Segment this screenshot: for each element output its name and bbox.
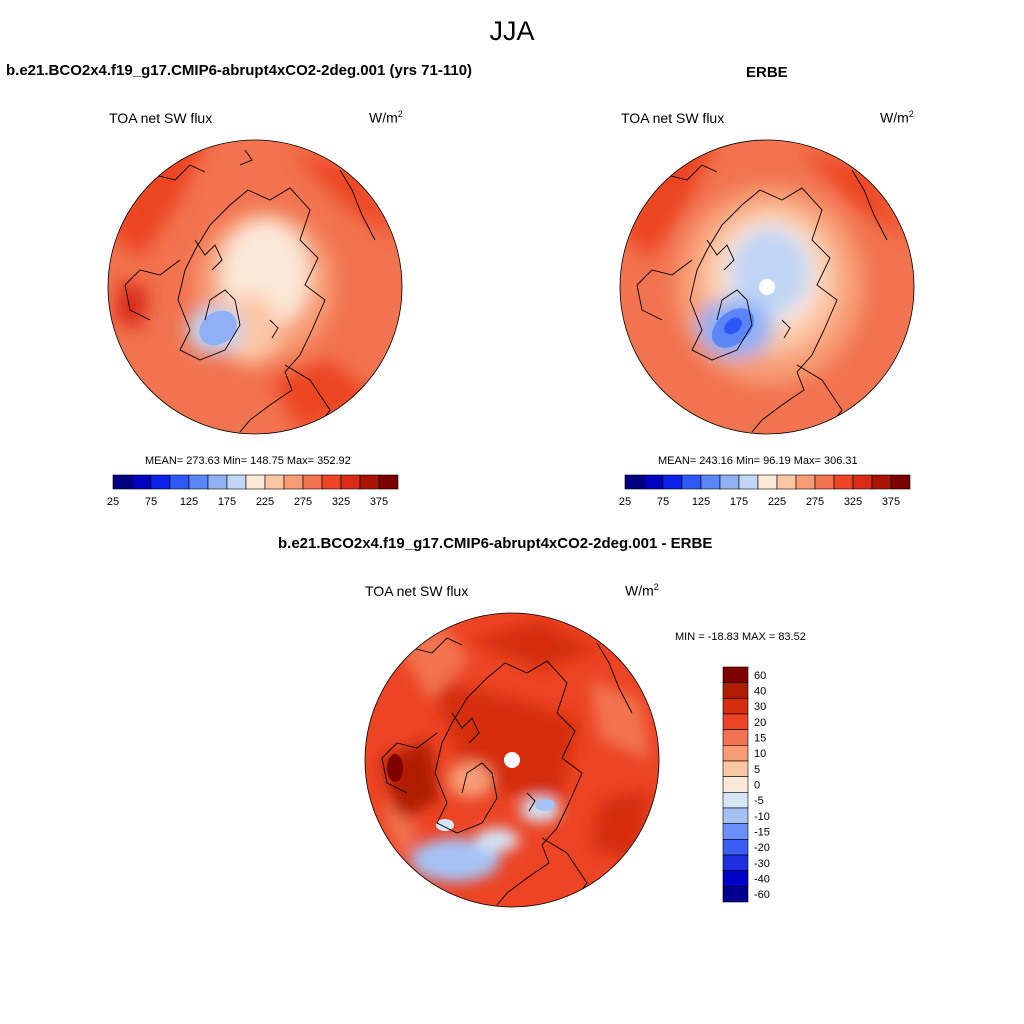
colorbar-box (719, 474, 740, 490)
map-obs-border (619, 139, 915, 435)
panel-title-obs: ERBE (746, 64, 788, 81)
colorbar-box (722, 745, 749, 762)
colorbar-box (795, 474, 816, 490)
colorbar-box (359, 474, 380, 490)
variable-label-obs: TOA net SW flux (621, 110, 725, 126)
variable-label-diff: TOA net SW flux (365, 583, 469, 599)
colorbar-box (150, 474, 171, 490)
colorbar-tick-label: -5 (754, 795, 764, 807)
stats-diff: MIN = -18.83 MAX = 83.52 (675, 631, 806, 643)
colorbar-box (169, 474, 190, 490)
units-label-model: W/m2 (369, 109, 403, 126)
colorbar-tick-label: 25 (107, 496, 119, 508)
colorbar-box (264, 474, 285, 490)
colorbar-box (245, 474, 266, 490)
colorbar-obs: 25 75 125 175 225 275 325 375 (619, 474, 911, 508)
colorbar-tick-label: 0 (754, 780, 760, 792)
colorbar-box (722, 792, 749, 809)
colorbar-box (722, 854, 749, 871)
colorbar-tick-label: -10 (754, 811, 770, 823)
map-diff-border (364, 612, 660, 908)
units-label-diff: W/m2 (625, 582, 659, 599)
colorbar-box (776, 474, 797, 490)
map-diff (365, 613, 659, 907)
colorbar-box (722, 713, 749, 730)
colorbar-box (890, 474, 911, 490)
map-model-border (107, 139, 403, 435)
colorbar-box (722, 729, 749, 746)
panel-title-diff: b.e21.BCO2x4.f19_g17.CMIP6-abrupt4xCO2-2… (278, 535, 713, 552)
colorbar-box (722, 760, 749, 777)
colorbar-tick-label: 175 (730, 496, 748, 508)
colorbar-box (624, 474, 645, 490)
colorbar-tick-label: 225 (256, 496, 274, 508)
colorbar-box (722, 698, 749, 715)
colorbar-box (302, 474, 323, 490)
colorbar-box (283, 474, 304, 490)
map-model (108, 140, 402, 434)
colorbar-tick-label: 10 (754, 748, 766, 760)
colorbar-box (814, 474, 835, 490)
colorbar-box (321, 474, 342, 490)
colorbar-tick-label: 5 (754, 764, 760, 776)
colorbar-tick-label: 60 (754, 670, 766, 682)
colorbar-box (722, 682, 749, 699)
colorbar-box (378, 474, 399, 490)
colorbar-box (207, 474, 228, 490)
colorbar-tick-label: 175 (218, 496, 236, 508)
colorbar-box (131, 474, 152, 490)
colorbar-tick-label: 125 (180, 496, 198, 508)
colorbar-box (722, 886, 749, 903)
colorbar-tick-label: -15 (754, 827, 770, 839)
page-title: JJA (489, 16, 535, 46)
colorbar-box (681, 474, 702, 490)
colorbar-box (722, 666, 749, 683)
variable-label-model: TOA net SW flux (109, 110, 213, 126)
colorbar-tick-label: -20 (754, 842, 770, 854)
panel-title-model: b.e21.BCO2x4.f19_g17.CMIP6-abrupt4xCO2-2… (6, 62, 473, 79)
colorbar-tick-label: 225 (768, 496, 786, 508)
colorbar-tick-label: 25 (619, 496, 631, 508)
units-label-obs: W/m2 (880, 109, 914, 126)
colorbar-box (722, 870, 749, 887)
colorbar-box (722, 823, 749, 840)
colorbar-tick-label: 325 (844, 496, 862, 508)
colorbar-diff: 60 40 30 20 15 10 5 0 -5 -10 -15 -20 -30 -40 -60 (722, 666, 770, 903)
colorbar-box (188, 474, 209, 490)
colorbar-tick-label: 325 (332, 496, 350, 508)
colorbar-box (700, 474, 721, 490)
colorbar-tick-label: 15 (754, 733, 766, 745)
colorbar-tick-label: 375 (370, 496, 388, 508)
colorbar-tick-label: 40 (754, 686, 766, 698)
stats-model: MEAN= 273.63 Min= 148.75 Max= 352.92 (145, 455, 351, 467)
colorbar-model: 25 75 125 175 225 275 325 375 (107, 474, 399, 508)
colorbar-tick-label: 75 (657, 496, 669, 508)
colorbar-box (643, 474, 664, 490)
colorbar-tick-label: 125 (692, 496, 710, 508)
map-obs (620, 140, 914, 434)
colorbar-box (871, 474, 892, 490)
colorbar-box (833, 474, 854, 490)
stats-obs: MEAN= 243.16 Min= 96.19 Max= 306.31 (658, 455, 858, 467)
colorbar-tick-label: 375 (882, 496, 900, 508)
colorbar-box (662, 474, 683, 490)
colorbar-tick-label: -30 (754, 858, 770, 870)
colorbar-tick-label: 30 (754, 701, 766, 713)
colorbar-tick-label: 275 (294, 496, 312, 508)
colorbar-box (852, 474, 873, 490)
colorbar-tick-label: 75 (145, 496, 157, 508)
colorbar-tick-label: -40 (754, 874, 770, 886)
colorbar-box (757, 474, 778, 490)
colorbar-box (738, 474, 759, 490)
colorbar-box (722, 807, 749, 824)
colorbar-box (722, 776, 749, 793)
colorbar-tick-label: 275 (806, 496, 824, 508)
colorbar-tick-label: 20 (754, 717, 766, 729)
colorbar-box (722, 839, 749, 856)
colorbar-box (226, 474, 247, 490)
colorbar-box (340, 474, 361, 490)
colorbar-box (112, 474, 133, 490)
colorbar-tick-label: -60 (754, 889, 770, 901)
